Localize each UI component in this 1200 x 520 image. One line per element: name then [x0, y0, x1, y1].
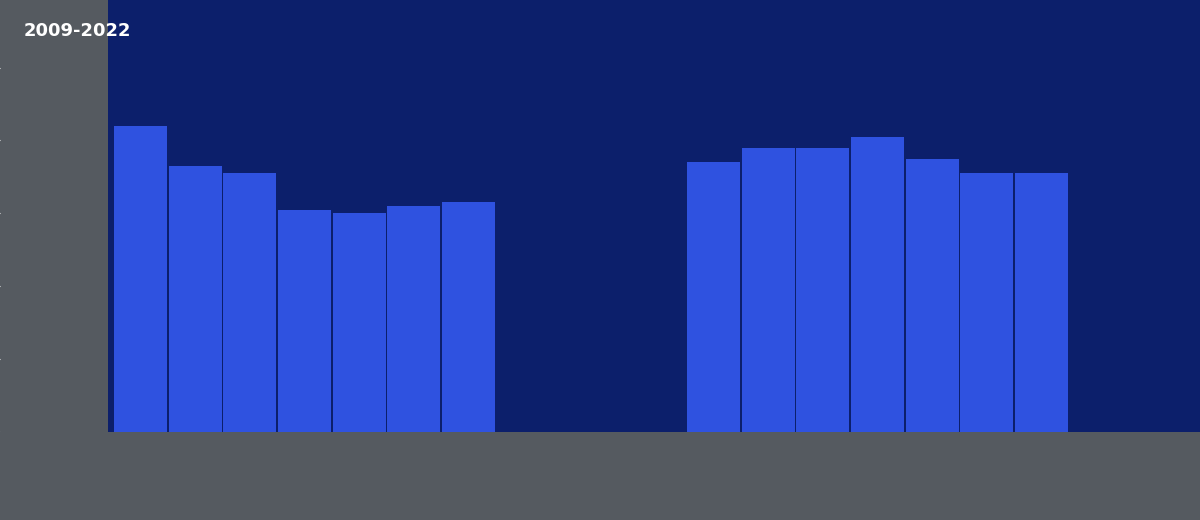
- Bar: [442, 202, 494, 432]
- Bar: [223, 173, 276, 432]
- Bar: [960, 173, 1013, 432]
- Bar: [906, 159, 959, 432]
- Bar: [169, 166, 222, 432]
- Text: 2009-2022: 2009-2022: [24, 22, 132, 41]
- Bar: [742, 148, 794, 432]
- Bar: [688, 162, 740, 432]
- Bar: [1015, 173, 1068, 432]
- Bar: [388, 206, 440, 432]
- Bar: [851, 137, 904, 432]
- Bar: [114, 126, 167, 432]
- Bar: [278, 210, 331, 432]
- Bar: [332, 213, 385, 432]
- Bar: [797, 148, 850, 432]
